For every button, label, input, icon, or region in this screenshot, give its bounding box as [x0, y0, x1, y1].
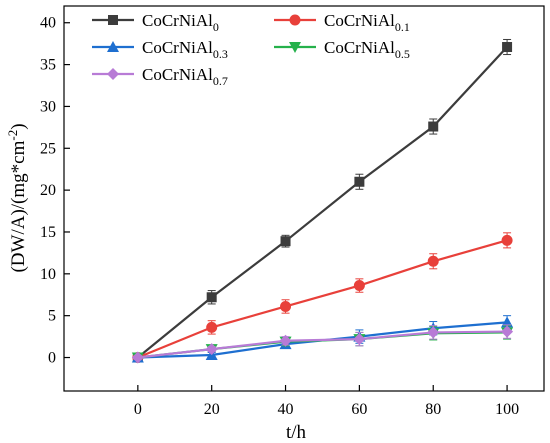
data-point: [353, 280, 365, 292]
legend-swatch-marker: [107, 68, 119, 80]
data-point: [354, 176, 365, 187]
x-tick-label: 0: [134, 401, 142, 418]
x-tick-label: 80: [425, 401, 441, 418]
data-point: [502, 42, 513, 53]
series-line: [137, 239, 508, 359]
legend-item-2: CoCrNiAl0.3: [92, 38, 228, 61]
y-tick-label: 30: [40, 98, 56, 115]
legend-swatch-marker: [107, 41, 119, 52]
data-point: [205, 343, 218, 356]
x-axis-label: t/h: [286, 422, 307, 443]
data-point: [501, 325, 514, 338]
data-point: [279, 334, 292, 347]
legend-label-base: CoCrNiAl: [324, 38, 395, 57]
series-0: [132, 38, 513, 363]
y-tick-label: 20: [40, 182, 56, 199]
x-axis-ticks: 0 20 40 60 80 100: [134, 385, 519, 418]
series-line: [137, 331, 508, 359]
x-tick-label: 60: [351, 401, 367, 418]
y-axis-label-close: ): [8, 123, 29, 129]
legend-label: CoCrNiAl0: [142, 11, 219, 34]
x-tick-label: 40: [278, 401, 294, 418]
y-tick-label: 5: [48, 308, 56, 325]
legend-item-4: CoCrNiAl0.7: [92, 65, 228, 88]
plot-frame: [63, 5, 545, 392]
legend-label-sub: 0: [213, 20, 219, 34]
legend-label-sub: 0.1: [395, 20, 410, 34]
legend-label-base: CoCrNiAl: [324, 11, 395, 30]
legend-label-base: CoCrNiAl: [142, 11, 213, 30]
y-axis-label: (DW/A)/(mg*cm-2): [5, 123, 29, 272]
legend-label-sub: 0.5: [395, 47, 410, 61]
legend-label-sub: 0.3: [213, 47, 228, 61]
series-line: [137, 46, 508, 359]
series-4: [131, 324, 514, 364]
y-tick-label: 40: [40, 15, 56, 32]
x-tick-label: 20: [204, 401, 220, 418]
data-point: [206, 321, 218, 333]
y-axis-label-main: (DW/A)/(mg*cm: [8, 140, 29, 272]
data-point: [206, 292, 217, 303]
data-point: [131, 351, 144, 364]
series-layer: [131, 38, 514, 364]
legend-label: CoCrNiAl0.7: [142, 65, 228, 88]
series-1: [132, 232, 513, 364]
y-tick-label: 35: [40, 57, 56, 74]
y-tick-label: 25: [40, 140, 56, 157]
legend-item-1: CoCrNiAl0.1: [274, 11, 410, 34]
legend-label-base: CoCrNiAl: [142, 65, 213, 84]
data-point: [427, 326, 440, 339]
legend-label-base: CoCrNiAl: [142, 38, 213, 57]
legend-swatch-marker: [289, 42, 301, 53]
legend-swatch-marker: [108, 15, 118, 25]
data-point: [428, 121, 439, 132]
data-point: [280, 236, 291, 247]
data-point: [353, 333, 366, 346]
x-tick-label: 100: [495, 401, 519, 418]
legend-label: CoCrNiAl0.5: [324, 38, 410, 61]
data-point: [280, 300, 292, 312]
legend-item-3: CoCrNiAl0.5: [274, 38, 410, 61]
legend-label: CoCrNiAl0.1: [324, 11, 410, 34]
data-point: [501, 234, 513, 246]
y-axis-label-sup: -2: [5, 130, 20, 141]
y-tick-label: 0: [48, 350, 56, 367]
y-tick-label: 15: [40, 224, 56, 241]
y-tick-label: 10: [40, 266, 56, 283]
legend-label-sub: 0.7: [213, 74, 228, 88]
legend-label: CoCrNiAl0.3: [142, 38, 228, 61]
y-axis-ticks: 0 5 10 15 20 25 30 35 40: [40, 15, 70, 367]
legend-item-0: CoCrNiAl0: [92, 11, 219, 34]
data-point: [427, 255, 439, 267]
legend-swatch-marker: [289, 14, 301, 26]
series-line: [137, 330, 508, 359]
